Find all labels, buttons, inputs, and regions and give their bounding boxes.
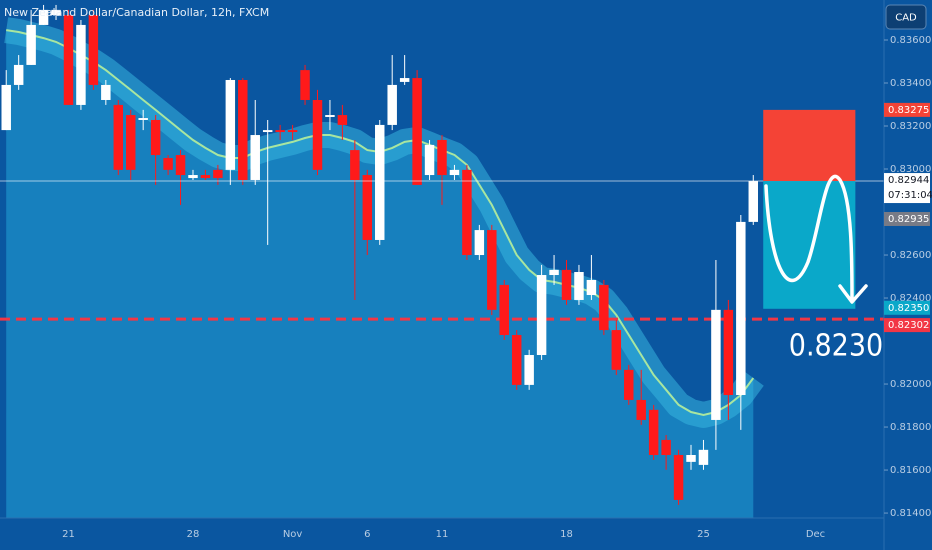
x-tick-label: Nov <box>283 529 303 540</box>
candle-body <box>648 409 659 455</box>
candle-body <box>188 175 198 179</box>
chart-title: New Zealand Dollar/Canadian Dollar, 12h,… <box>4 6 269 19</box>
candle-body <box>300 70 310 100</box>
stop-tag: 0.83275 <box>888 105 929 116</box>
x-tick-label: 28 <box>187 529 200 540</box>
candle-body <box>511 335 522 385</box>
candle-body <box>275 130 285 133</box>
candle-body <box>549 269 559 276</box>
forecast-arrow <box>764 175 868 304</box>
candle-body <box>424 144 435 176</box>
candle-body <box>686 454 696 462</box>
candle-body <box>624 369 634 400</box>
candle-body <box>101 84 111 100</box>
level-annotation: 0.8230 <box>789 329 883 364</box>
candle-body <box>213 169 223 179</box>
candle-body <box>574 272 584 300</box>
candle-body <box>711 309 721 420</box>
candle-body <box>63 15 74 105</box>
target-tag: 0.82350 <box>888 303 929 314</box>
candle-body <box>449 169 460 176</box>
x-tick-label: Dec <box>806 529 825 540</box>
candle-body <box>474 230 485 256</box>
target-tag-bg <box>884 300 930 315</box>
y-tick-label: 0.82400 <box>890 293 931 304</box>
candle-body <box>387 84 397 125</box>
price-tag: 0.82944 <box>888 175 929 186</box>
level-tag: 0.82302 <box>888 320 929 331</box>
candle-body <box>499 284 509 336</box>
candle-body <box>611 330 622 370</box>
candle-body <box>599 284 609 331</box>
candle-body <box>399 78 410 82</box>
candle-body <box>287 130 298 133</box>
candle-body <box>163 158 173 170</box>
candle-body <box>250 135 260 180</box>
candle-body <box>225 79 236 170</box>
candle-body <box>350 150 360 180</box>
candle-body <box>26 24 36 65</box>
y-tick-label: 0.83600 <box>890 35 931 46</box>
y-tick-label: 0.82600 <box>890 250 931 261</box>
x-tick-label: 25 <box>697 529 710 540</box>
currency-button[interactable] <box>885 4 927 30</box>
stop-tag-bg <box>884 102 930 117</box>
y-tick-label: 0.81400 <box>890 508 931 519</box>
candle-body <box>723 309 734 396</box>
candle-body <box>150 119 161 156</box>
candle-body <box>337 115 348 125</box>
x-tick-label: 18 <box>560 529 573 540</box>
currency-label[interactable]: CAD <box>895 13 917 24</box>
candle-body <box>673 454 684 500</box>
candle-body <box>487 230 497 310</box>
candle-body <box>536 275 547 356</box>
candle-body <box>88 15 99 85</box>
candle-body <box>13 64 24 85</box>
y-tick-label: 0.81600 <box>890 465 931 476</box>
candle-body <box>238 79 248 180</box>
y-tick-label: 0.82000 <box>890 379 931 390</box>
candle-body <box>262 130 273 133</box>
x-tick-label: 21 <box>62 529 75 540</box>
candle-body <box>375 124 385 240</box>
candle-body <box>412 78 422 185</box>
plot-area <box>0 4 884 518</box>
x-tick-label: 6 <box>364 529 370 540</box>
candle-body <box>113 104 124 170</box>
candle-body <box>636 399 646 420</box>
candle-body <box>138 118 148 120</box>
level-tag-bg <box>884 318 930 333</box>
last-price-tag: 0.82935 <box>888 214 929 225</box>
candle-body <box>586 279 597 296</box>
last-price-tag-bg <box>884 211 930 226</box>
candle-body <box>661 439 671 455</box>
countdown: 07:31:04 <box>888 190 932 201</box>
stop-zone <box>763 109 856 182</box>
candle-body <box>362 175 373 240</box>
y-tick-label: 0.83400 <box>890 78 931 89</box>
candle-body <box>437 139 447 176</box>
candle-body <box>462 169 472 256</box>
candle-body <box>126 115 136 170</box>
candle-body <box>175 155 186 176</box>
candle-body <box>325 115 335 117</box>
candle-body <box>38 9 49 25</box>
candle-body <box>698 449 709 465</box>
candle-body <box>200 175 211 179</box>
candle-body <box>312 99 323 170</box>
candle-body <box>561 269 572 300</box>
y-tick-label: 0.83200 <box>890 121 931 132</box>
candle-body <box>1 84 11 131</box>
candle-body <box>51 9 61 16</box>
candle-body <box>524 355 534 385</box>
candle-body <box>736 221 746 396</box>
y-tick-label: 0.83000 <box>890 164 931 175</box>
price-tag-bg <box>884 173 930 204</box>
x-tick-label: 11 <box>436 529 449 540</box>
y-tick-label: 0.81800 <box>890 422 931 433</box>
candle-body <box>748 181 758 222</box>
candle-body <box>76 24 86 105</box>
